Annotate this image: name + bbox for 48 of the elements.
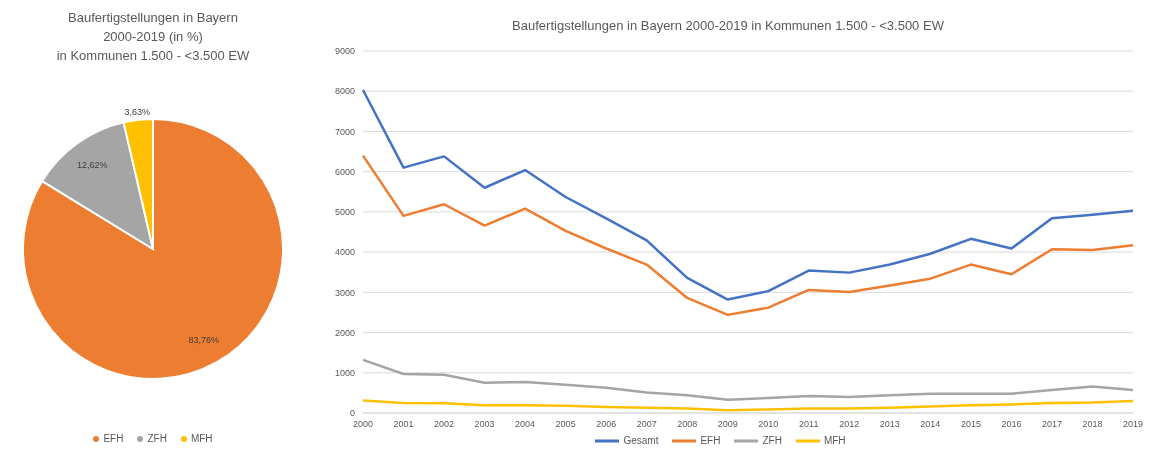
- line-series: [361, 358, 1135, 401]
- line-series: [361, 399, 1135, 412]
- data-label: 12,62%: [76, 159, 108, 170]
- x-tick-label: 2005: [555, 419, 576, 430]
- y-tick-label: 5000: [334, 207, 355, 218]
- x-tick-label: 2000: [352, 419, 374, 430]
- x-tick-label: 2007: [636, 419, 657, 430]
- legend-label: ZFH: [147, 433, 167, 444]
- y-tick-label: 1000: [334, 367, 355, 378]
- line-series: [361, 154, 1135, 317]
- y-tick-label: 9000: [334, 46, 355, 57]
- y-tick-label: 2000: [334, 327, 355, 338]
- x-tick-label: 2003: [474, 419, 495, 430]
- legend-label: EFH: [103, 433, 124, 444]
- legend-label: MFH: [823, 435, 846, 446]
- x-tick-label: 2001: [393, 419, 414, 430]
- x-tick-label: 2006: [596, 419, 617, 430]
- x-tick-label: 2015: [960, 419, 981, 430]
- x-tick-label: 2004: [515, 419, 536, 430]
- x-tick-label: 2009: [717, 419, 738, 430]
- pie-slice: [22, 118, 284, 380]
- x-tick-label: 2017: [1041, 419, 1062, 430]
- x-tick-label: 2012: [839, 419, 860, 430]
- pie-slice: [41, 121, 154, 250]
- x-tick-label: 2010: [758, 419, 779, 430]
- y-tick-label: 8000: [334, 86, 355, 97]
- line-series: [361, 88, 1135, 301]
- chart-title: Baufertigstellungen in Bayern 2000-2019 in Kommunen 1.500 - <3.500 EW: [511, 17, 945, 35]
- y-tick-label: 4000: [334, 247, 355, 258]
- legend-label: ZFH: [762, 435, 782, 446]
- legend-label: EFH: [700, 435, 721, 446]
- x-tick-label: 2019: [1122, 419, 1144, 430]
- x-tick-label: 2008: [677, 419, 698, 430]
- chart-title: Baufertigstellungen in Bayern 2000-2019 (in %) in Kommunen 1.500 - <3.500 EW: [55, 9, 251, 65]
- x-tick-label: 2011: [799, 419, 819, 430]
- x-tick-label: 2013: [879, 419, 900, 430]
- y-tick-label: 0: [349, 408, 355, 419]
- legend-label: Gesamt: [623, 435, 659, 446]
- data-label: 83,76%: [188, 334, 220, 345]
- x-tick-label: 2016: [1001, 419, 1022, 430]
- y-tick-label: 3000: [334, 287, 355, 298]
- x-tick-label: 2014: [920, 419, 941, 430]
- legend-label: MFH: [190, 433, 213, 444]
- x-tick-label: 2002: [434, 419, 455, 430]
- x-tick-label: 2018: [1082, 419, 1103, 430]
- data-label: 3,63%: [124, 106, 151, 117]
- y-tick-label: 7000: [334, 126, 355, 137]
- y-tick-label: 6000: [334, 166, 355, 177]
